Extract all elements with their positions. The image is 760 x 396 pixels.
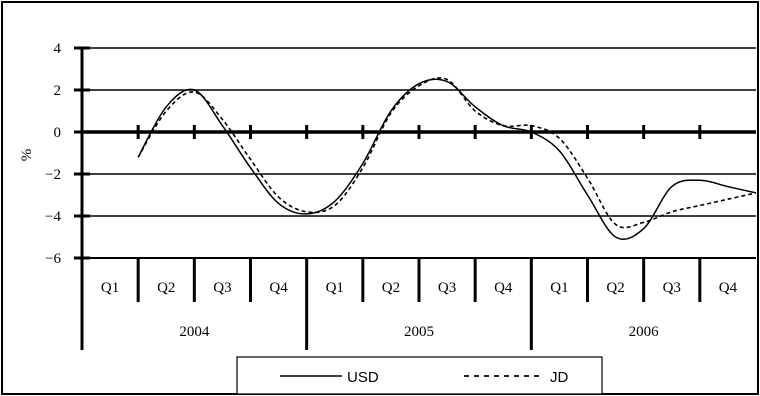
year-labels: 2004 2005 2006 bbox=[179, 324, 659, 340]
quarter-label: Q2 bbox=[606, 280, 624, 296]
y-tick-labels: −6 −4 −2 0 2 4 bbox=[45, 41, 61, 267]
quarter-label: Q3 bbox=[213, 280, 231, 296]
y-tick-label: −6 bbox=[45, 251, 61, 267]
quarter-label: Q4 bbox=[719, 280, 738, 296]
x-axis bbox=[82, 125, 756, 350]
quarter-label: Q1 bbox=[101, 280, 119, 296]
quarter-label: Q3 bbox=[663, 280, 681, 296]
legend: USD JD bbox=[236, 356, 603, 395]
quarter-label: Q1 bbox=[550, 280, 568, 296]
year-label: 2006 bbox=[629, 324, 660, 340]
quarter-label: Q2 bbox=[157, 280, 175, 296]
quarter-label: Q4 bbox=[494, 280, 513, 296]
y-tick-label: 0 bbox=[54, 125, 62, 141]
y-tick-label: −4 bbox=[45, 209, 61, 225]
series-line-usd bbox=[137, 78, 757, 240]
series-lines bbox=[137, 77, 757, 240]
y-tick-label: 4 bbox=[54, 41, 62, 57]
legend-label-jd: JD bbox=[550, 369, 569, 386]
quarter-labels: Q1 Q2 Q3 Q4 Q1 Q2 Q3 Q4 Q1 Q2 Q3 Q4 bbox=[101, 280, 738, 296]
quarter-label: Q1 bbox=[326, 280, 344, 296]
year-label: 2004 bbox=[179, 324, 210, 340]
year-label: 2005 bbox=[404, 324, 434, 340]
legend-label-usd: USD bbox=[347, 369, 379, 386]
y-tick-label: 2 bbox=[54, 83, 62, 99]
quarter-label: Q3 bbox=[438, 280, 456, 296]
y-tick-label: −2 bbox=[45, 167, 61, 183]
quarter-label: Q2 bbox=[382, 280, 400, 296]
quarter-label: Q4 bbox=[269, 280, 288, 296]
series-line-jd bbox=[137, 77, 757, 229]
y-axis-label: % bbox=[19, 149, 35, 162]
